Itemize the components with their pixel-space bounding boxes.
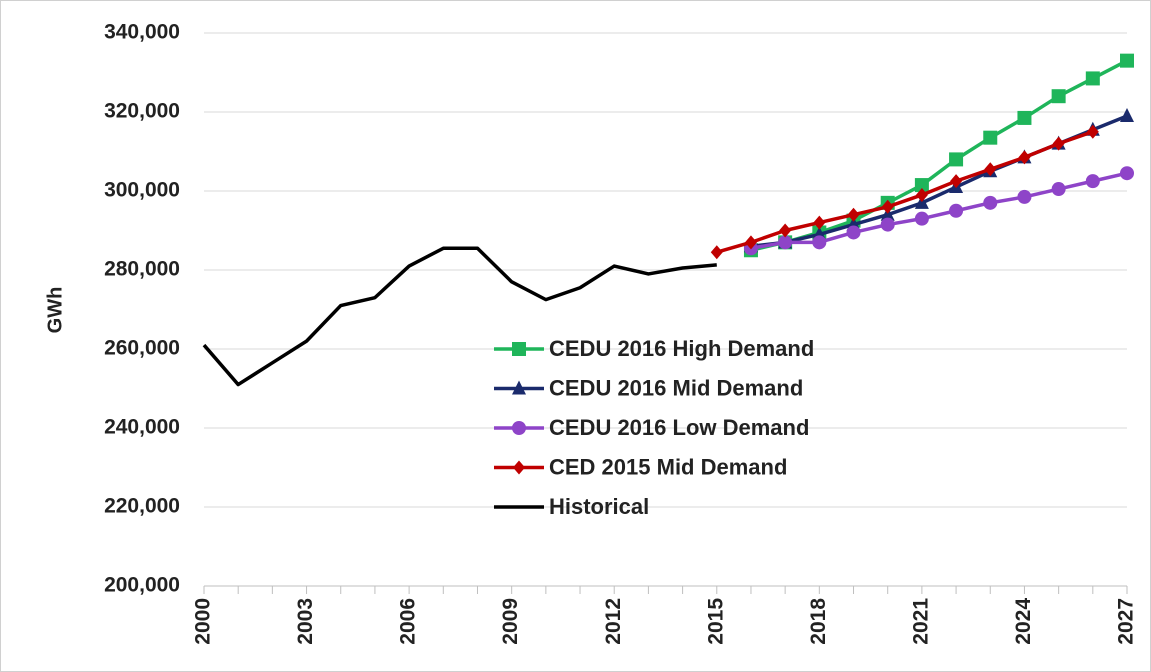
x-tick-label: 2006 bbox=[397, 598, 420, 645]
marker bbox=[983, 195, 998, 210]
marker bbox=[779, 223, 792, 238]
marker bbox=[1085, 174, 1100, 189]
x-tick-label: 2000 bbox=[192, 598, 215, 645]
y-axis-label: GWh bbox=[44, 287, 66, 334]
legend-label: CED 2015 Mid Demand bbox=[549, 454, 787, 479]
marker bbox=[950, 174, 963, 189]
marker bbox=[1018, 150, 1031, 165]
marker bbox=[949, 203, 964, 218]
legend-label: Historical bbox=[549, 494, 649, 519]
marker bbox=[949, 152, 964, 167]
marker bbox=[710, 245, 723, 260]
legend-marker bbox=[513, 460, 525, 475]
marker bbox=[880, 217, 895, 232]
marker bbox=[1085, 71, 1100, 86]
marker bbox=[1120, 166, 1134, 181]
x-tick-label: 2024 bbox=[1012, 598, 1035, 645]
legend-label: CEDU 2016 Low Demand bbox=[549, 415, 809, 440]
marker bbox=[1051, 89, 1066, 104]
marker bbox=[812, 235, 827, 250]
marker bbox=[1120, 107, 1134, 122]
marker bbox=[983, 130, 998, 145]
marker bbox=[1086, 124, 1099, 139]
marker bbox=[846, 225, 861, 240]
legend-marker bbox=[512, 380, 526, 395]
marker bbox=[847, 207, 860, 222]
legend-label: CEDU 2016 Mid Demand bbox=[549, 375, 803, 400]
marker bbox=[1051, 182, 1066, 197]
y-tick-label: 200,000 bbox=[104, 574, 180, 597]
marker bbox=[914, 178, 929, 193]
legend-label: CEDU 2016 High Demand bbox=[549, 336, 814, 361]
marker bbox=[914, 211, 929, 226]
marker bbox=[984, 162, 997, 177]
legend-marker bbox=[512, 421, 526, 435]
marker bbox=[744, 235, 757, 250]
x-tick-label: 2012 bbox=[602, 598, 625, 645]
x-tick-label: 2027 bbox=[1115, 598, 1138, 645]
marker bbox=[778, 235, 793, 250]
x-tick-label: 2009 bbox=[499, 598, 522, 645]
x-tick-label: 2003 bbox=[294, 598, 317, 645]
series-line bbox=[716, 130, 1094, 254]
x-tick-label: 2015 bbox=[704, 598, 727, 645]
y-tick-label: 280,000 bbox=[104, 258, 180, 281]
marker bbox=[1052, 136, 1065, 151]
y-tick-label: 240,000 bbox=[104, 416, 180, 439]
legend-marker bbox=[512, 342, 526, 356]
marker bbox=[1017, 110, 1032, 125]
y-tick-label: 320,000 bbox=[104, 100, 180, 123]
marker bbox=[1017, 189, 1032, 204]
marker bbox=[881, 199, 894, 214]
marker bbox=[813, 215, 826, 230]
y-tick-label: 340,000 bbox=[104, 21, 180, 44]
marker bbox=[915, 187, 928, 202]
x-tick-label: 2018 bbox=[807, 598, 830, 645]
series-line bbox=[202, 246, 717, 387]
x-tick-label: 2021 bbox=[909, 598, 932, 645]
y-tick-label: 300,000 bbox=[104, 179, 180, 202]
marker bbox=[1120, 53, 1134, 68]
y-tick-label: 220,000 bbox=[104, 495, 180, 518]
y-tick-label: 260,000 bbox=[104, 337, 180, 360]
